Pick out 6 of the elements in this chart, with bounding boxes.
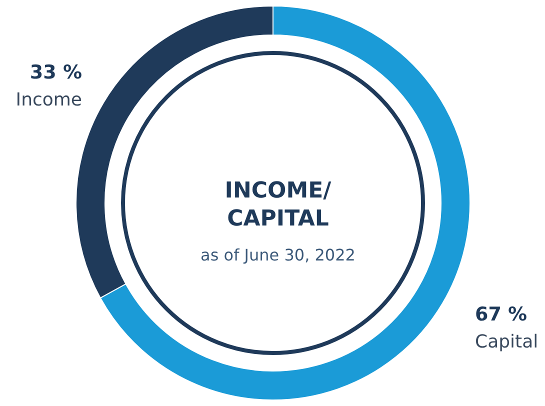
text: INCOME/ CAPITAL [224,178,332,232]
data-label: 67 % [475,304,528,326]
slice-label: Income [16,90,82,110]
text: as of June 30, 2022 [200,246,356,264]
slice-label: Capital [475,332,538,352]
data-label: 33 % [30,62,82,84]
